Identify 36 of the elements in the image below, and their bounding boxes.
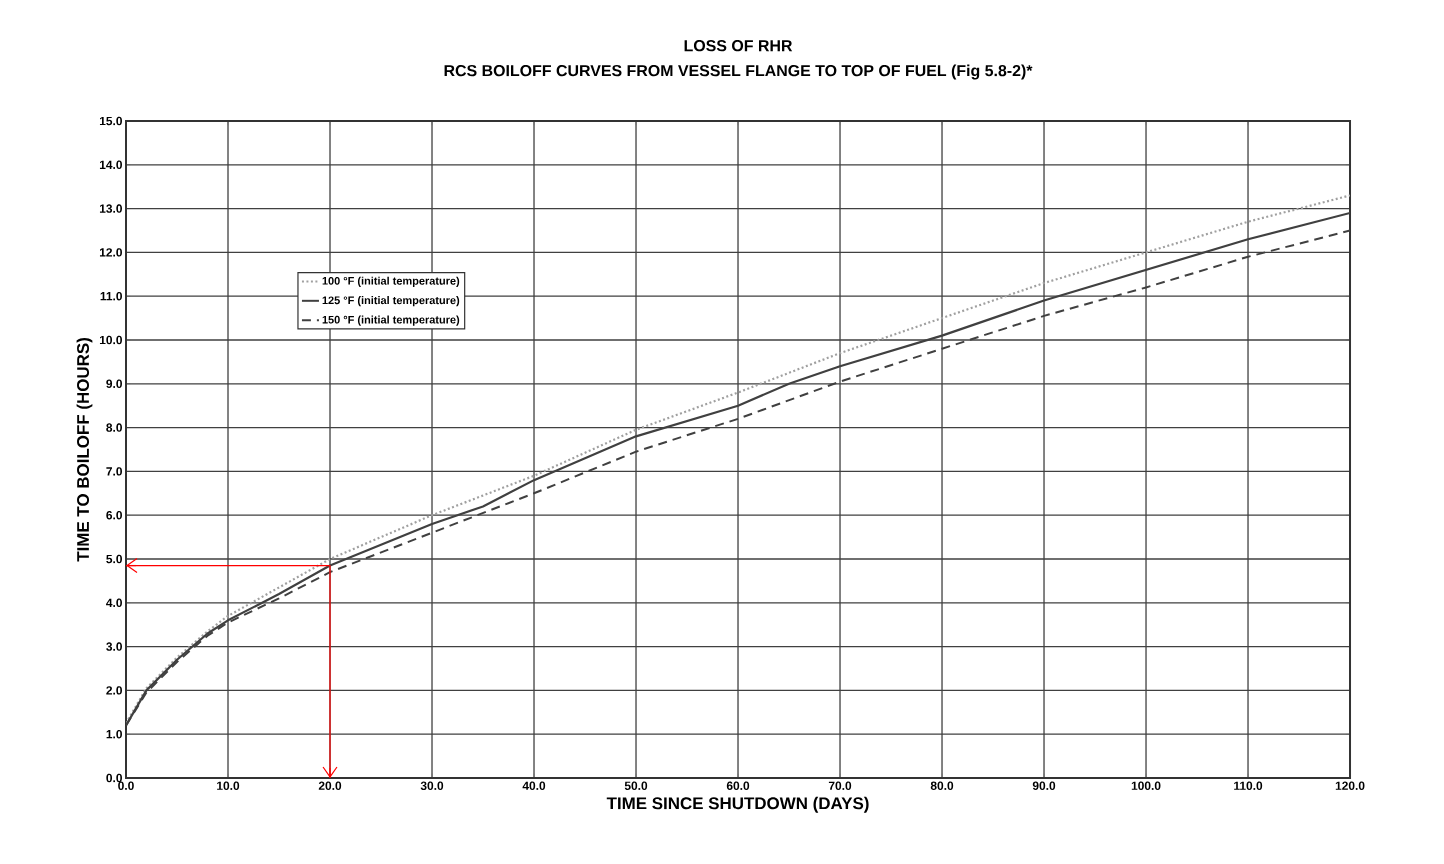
- x-tick-label: 120.0: [1335, 781, 1365, 790]
- chart-subtitle: RCS BOILOFF CURVES FROM VESSEL FLANGE TO TOP OF FUEL (Fig 5.8-2)*: [444, 64, 1033, 80]
- x-tick-label: 50.0: [624, 781, 648, 790]
- y-tick-label: 7.0: [106, 467, 122, 476]
- x-tick-label: 80.0: [930, 781, 954, 790]
- y-tick-label: 15.0: [99, 116, 122, 126]
- x-tick-label: 110.0: [1234, 781, 1263, 790]
- y-tick-label: 14.0: [99, 160, 122, 170]
- x-tick-label: 30.0: [420, 781, 444, 791]
- x-tick-label: 90.0: [1032, 781, 1056, 790]
- y-tick-label: 1.0: [106, 729, 122, 739]
- y-tick-label: 10.0: [99, 335, 122, 345]
- y-tick-label: 0.0: [106, 773, 122, 783]
- legend-label: 150 °F (initial temperature): [322, 315, 460, 326]
- x-tick-label: 40.0: [522, 781, 546, 790]
- x-tick-label: 0.0: [118, 781, 134, 790]
- x-tick-label: 100.0: [1131, 781, 1161, 790]
- y-tick-label: 2.0: [106, 686, 122, 695]
- y-tick-label: 11.0: [100, 291, 122, 301]
- x-tick-label: 20.0: [318, 781, 342, 790]
- x-axis-title: TIME SINCE SHUTDOWN (DAYS): [606, 796, 869, 813]
- y-tick-label: 9.0: [106, 379, 122, 389]
- y-tick-label: 3.0: [106, 642, 122, 651]
- y-axis-title: TIME TO BOILOFF (HOURS): [76, 338, 93, 562]
- y-tick-label: 5.0: [106, 554, 122, 564]
- y-tick-label: 12.0: [99, 248, 122, 257]
- x-tick-label: 60.0: [726, 781, 750, 790]
- legend-label: 125 °F (initial temperature): [322, 296, 460, 307]
- y-tick-label: 8.0: [106, 423, 122, 432]
- y-tick-label: 6.0: [106, 510, 122, 520]
- x-tick-label: 70.0: [828, 781, 852, 790]
- legend-label: 100 °F (initial temperature): [322, 276, 460, 287]
- y-tick-label: 4.0: [106, 598, 122, 608]
- chart-title: LOSS OF RHR: [684, 40, 793, 52]
- x-tick-label: 10.0: [217, 781, 240, 790]
- y-tick-label: 13.0: [99, 204, 122, 213]
